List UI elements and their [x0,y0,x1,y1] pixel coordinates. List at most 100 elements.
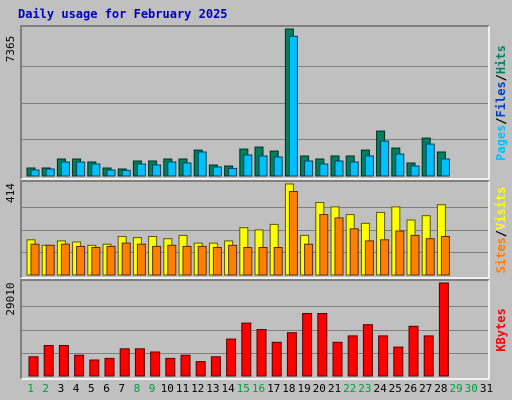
hits-bar-files-day-4 [76,161,86,177]
kbytes-bar-kbytes-day-7 [119,348,130,377]
day-label-30: 30 [464,382,478,395]
day-label-27: 27 [419,382,433,395]
hits-bar-files-day-8 [136,163,146,177]
kbytes-bar-kbytes-day-6 [104,357,115,377]
visits-bar-sites-day-28 [440,236,450,276]
kbytes-bar-kbytes-day-26 [408,325,419,377]
legend-separator: / [494,229,508,237]
visits-ymax-label: 414 [4,183,17,203]
kbytes-bar-kbytes-day-1 [28,356,39,377]
hits-bar-files-day-10 [167,161,177,177]
day-label-14: 14 [221,382,235,395]
hits-bar-files-day-2 [45,168,55,177]
day-label-28: 28 [434,382,448,395]
chart-title: Daily usage for February 2025 [18,7,228,21]
hits-bar-files-day-13 [212,166,222,177]
day-label-12: 12 [191,382,205,395]
visits-bar-sites-day-9 [152,245,162,276]
hits-bar-files-day-26 [410,165,420,177]
kbytes-bar-kbytes-day-21 [332,341,343,377]
hits-files-pages-legend: Pages/Files/Hits [492,25,510,180]
day-label-18: 18 [282,382,296,395]
hits-bar-files-day-14 [228,167,238,177]
kbytes-bar-kbytes-day-13 [210,356,221,377]
day-label-3: 3 [57,382,65,395]
hits-bar-files-day-17 [273,156,283,177]
kbytes-bar-kbytes-day-11 [180,354,191,377]
visits-bar-sites-day-20 [319,214,329,276]
kbytes-bar-kbytes-day-16 [256,329,267,377]
kbytes-bar-kbytes-day-22 [347,335,358,377]
kbytes-bar-kbytes-day-4 [74,354,85,377]
hits-ymax-label: 7365 [4,35,17,63]
day-label-9: 9 [148,382,156,395]
visits-bar-sites-day-24 [380,239,390,276]
hits-bar-files-day-11 [182,162,192,177]
visits-bar-sites-day-17 [273,247,283,276]
visits-bar-sites-day-15 [243,247,253,276]
day-label-17: 17 [267,382,281,395]
visits-bar-sites-day-12 [197,245,207,276]
visits-bar-sites-day-7 [121,242,131,276]
kbytes-bar-kbytes-day-2 [43,345,54,377]
visits-plot [22,183,488,276]
day-label-5: 5 [87,382,95,395]
kbytes-bar-kbytes-day-25 [393,346,404,377]
legend-visits: Visits [494,186,508,230]
hits-bar-files-day-9 [152,164,162,177]
day-label-24: 24 [373,382,387,395]
day-label-1: 1 [27,382,34,395]
hits-bar-files-day-12 [197,151,207,177]
visits-bar-sites-day-25 [395,230,405,276]
kbytes-bar-kbytes-day-5 [89,359,100,377]
day-label-22: 22 [343,382,357,395]
kbytes-bar-kbytes-day-18 [286,332,297,377]
kbytes-bar-kbytes-day-8 [134,348,145,377]
hits-bar-files-day-24 [380,140,390,177]
hits-bar-files-day-27 [425,143,435,177]
kbytes-bar-kbytes-day-17 [271,341,282,377]
kbytes-bar-kbytes-day-10 [165,357,176,377]
visits-bar-sites-day-3 [60,243,70,276]
day-label-20: 20 [312,382,326,395]
hits-bar-files-day-23 [364,155,374,177]
legend-separator: / [494,116,508,125]
day-label-11: 11 [175,382,190,395]
visits-bar-sites-day-13 [212,247,222,276]
visits-bar-sites-day-1 [30,243,40,276]
kbytes-bar-kbytes-day-27 [423,335,434,377]
kbytes-bar-kbytes-day-20 [317,313,328,377]
day-label-19: 19 [297,382,311,395]
kbytes-plot [22,282,488,377]
hits-bar-files-day-16 [258,155,268,177]
day-label-2: 2 [42,382,49,395]
legend-kbytes: KBytes [494,307,508,352]
hits-bar-files-day-21 [334,160,344,177]
visits-bar-sites-day-8 [136,243,146,276]
visits-bar-sites-day-27 [425,238,435,276]
day-label-31: 31 [479,382,494,395]
hits-bar-files-day-6 [106,169,116,177]
kbytes-bar-kbytes-day-24 [378,335,389,377]
hits-bar-files-day-7 [121,169,131,177]
hits-bar-files-day-3 [60,161,70,177]
visits-bar-sites-day-18 [288,191,298,276]
visits-bar-sites-day-21 [334,217,344,276]
visits-bar-sites-day-26 [410,234,420,276]
kbytes-bar-kbytes-day-19 [302,313,313,377]
day-label-7: 7 [118,382,125,395]
day-label-4: 4 [72,382,80,395]
kbytes-panel [20,279,490,380]
day-label-23: 23 [358,382,372,395]
kbytes-bar-kbytes-day-23 [362,324,373,377]
visits-bar-sites-day-11 [182,245,192,276]
day-label-13: 13 [206,382,220,395]
kbytes-legend: KBytes [492,279,510,380]
kbytes-bar-kbytes-day-14 [226,338,237,377]
legend-hits: Hits [494,44,508,74]
hits-bar-files-day-20 [319,163,329,177]
kbytes-ymax-label: 29010 [4,282,17,316]
visits-bar-sites-day-5 [91,247,101,276]
visits-bar-sites-day-19 [304,243,314,276]
